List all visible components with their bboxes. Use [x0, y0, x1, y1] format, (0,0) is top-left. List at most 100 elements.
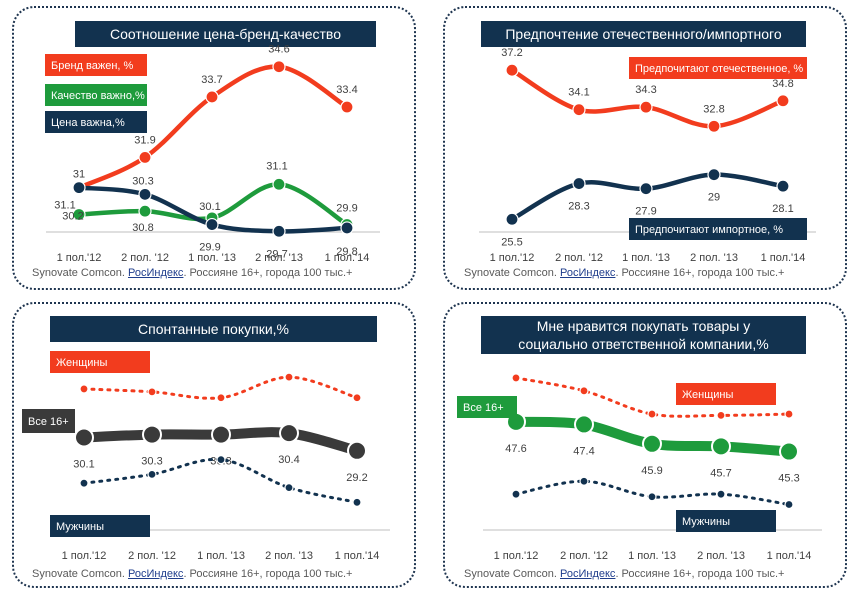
- x-tick-label: 1 пол. '13: [188, 252, 236, 264]
- x-tick-label: 1 пол.'12: [57, 252, 102, 264]
- data-label: 30.1: [73, 459, 94, 471]
- x-tick-label: 1 пол.'14: [761, 252, 806, 264]
- data-point: [272, 177, 286, 191]
- x-tick-label: 2 пол. '12: [555, 252, 603, 264]
- series-line: [514, 376, 791, 418]
- data-point: [272, 60, 286, 74]
- legend-label-box: [45, 111, 147, 133]
- x-tick-label: 2 пол. '12: [121, 252, 169, 264]
- data-label: 37.2: [501, 47, 522, 59]
- legend-label-box: [457, 396, 517, 418]
- chart-title: Спонтанные покупки,%: [50, 316, 377, 342]
- data-point: [776, 94, 790, 108]
- source-link[interactable]: РосИндекс: [128, 568, 184, 580]
- data-label: 28.1: [772, 203, 793, 215]
- data-label: 34.3: [635, 84, 656, 96]
- data-label: 29.9: [336, 203, 357, 215]
- data-label: 34.1: [568, 87, 589, 99]
- legend-label-box: [629, 218, 807, 240]
- x-tick-label: 1 пол. '13: [628, 550, 676, 562]
- data-label: 25.5: [501, 236, 522, 248]
- data-point: [279, 423, 299, 444]
- panel-domestic-import: [443, 6, 847, 290]
- source-suffix: . Россияне 16+, города 100 тыс.+: [615, 568, 785, 580]
- data-point: [138, 150, 152, 164]
- legend-label-box: [50, 515, 150, 537]
- x-tick-label: 1 пол.'14: [767, 550, 812, 562]
- legend-label-box: [45, 84, 147, 106]
- x-tick-label: 1 пол. '13: [622, 252, 670, 264]
- x-tick-label: 2 пол. '12: [128, 550, 176, 562]
- data-point: [572, 176, 586, 191]
- data-label: 33.4: [336, 84, 357, 96]
- data-point: [79, 384, 89, 394]
- data-label: 30.3: [141, 456, 162, 468]
- legend-label-box: [50, 351, 150, 373]
- legend-label: Мужчины: [682, 516, 730, 528]
- x-tick-label: 1 пол.'12: [62, 550, 107, 562]
- data-point: [639, 100, 653, 114]
- panel-social: [443, 302, 847, 588]
- data-label: 29: [708, 192, 720, 204]
- x-tick-label: 2 пол. '13: [255, 252, 303, 264]
- x-tick-label: 1 пол. '13: [197, 550, 245, 562]
- legend-label-box: [22, 409, 75, 433]
- x-tick-label: 2 пол. '13: [690, 252, 738, 264]
- panel-spontaneous: [12, 302, 416, 588]
- source-suffix: . Россияне 16+, города 100 тыс.+: [183, 568, 353, 580]
- data-point: [639, 182, 653, 196]
- legend-label: Качество важно,%: [51, 90, 145, 102]
- data-point: [707, 168, 721, 182]
- data-point: [716, 489, 726, 499]
- data-label: 45.7: [710, 467, 731, 479]
- data-point: [779, 441, 799, 462]
- legend-label: Предпочитают отечественное, %: [635, 63, 803, 75]
- data-point: [574, 414, 594, 435]
- data-point: [707, 119, 721, 133]
- data-point: [205, 90, 219, 104]
- data-point: [579, 476, 589, 486]
- data-label: 45.3: [778, 473, 799, 485]
- data-point: [74, 427, 94, 448]
- chart-title: Мне нравится покупать товары у социально…: [481, 316, 806, 354]
- data-point: [340, 221, 354, 235]
- x-tick-label: 1 пол.'14: [335, 550, 380, 562]
- data-point: [572, 103, 586, 117]
- source-note: Synovate Comcon. РосИндекс. Россияне 16+…: [32, 267, 352, 279]
- x-tick-label: 1 пол.'12: [490, 252, 535, 264]
- legend-label: Женщины: [682, 389, 733, 401]
- source-suffix: . Россияне 16+, города 100 тыс.+: [183, 267, 353, 279]
- data-label: 47.4: [573, 445, 594, 457]
- chart-title: Предпочтение отечественного/импортного: [481, 21, 806, 47]
- source-note: Synovate Comcon. РосИндекс. Россияне 16+…: [464, 267, 784, 279]
- data-label: 30.8: [132, 222, 153, 234]
- source-link[interactable]: РосИндекс: [560, 568, 616, 580]
- data-label: 31.9: [134, 134, 155, 146]
- legend-label-box: [45, 54, 147, 76]
- legend-label: Все 16+: [463, 402, 504, 414]
- data-point: [352, 497, 362, 507]
- legend-label: Женщины: [56, 357, 107, 369]
- data-point: [147, 387, 157, 397]
- data-label: 29.9: [199, 242, 220, 254]
- data-point: [147, 469, 157, 479]
- x-tick-label: 1 пол.'12: [494, 550, 539, 562]
- data-point: [642, 433, 662, 454]
- source-link[interactable]: РосИндекс: [128, 267, 184, 279]
- data-label: 29.7: [266, 248, 287, 260]
- data-label: 33.7: [201, 74, 222, 86]
- source-link[interactable]: РосИндекс: [560, 267, 616, 279]
- data-label: 30.2: [62, 211, 83, 223]
- x-tick-label: 1 пол.'14: [325, 252, 370, 264]
- data-label: 28.3: [568, 201, 589, 213]
- source-note: Synovate Comcon. РосИндекс. Россияне 16+…: [32, 568, 352, 580]
- data-point: [142, 424, 162, 445]
- data-label: 30.4: [278, 454, 299, 466]
- legend-label: Цена важна,%: [51, 117, 125, 129]
- data-point: [138, 187, 152, 201]
- legend-label: Мужчины: [56, 521, 104, 533]
- source-prefix: Synovate Comcon.: [32, 267, 125, 279]
- data-point: [505, 63, 519, 77]
- panel-price-brand-quality: [12, 6, 416, 290]
